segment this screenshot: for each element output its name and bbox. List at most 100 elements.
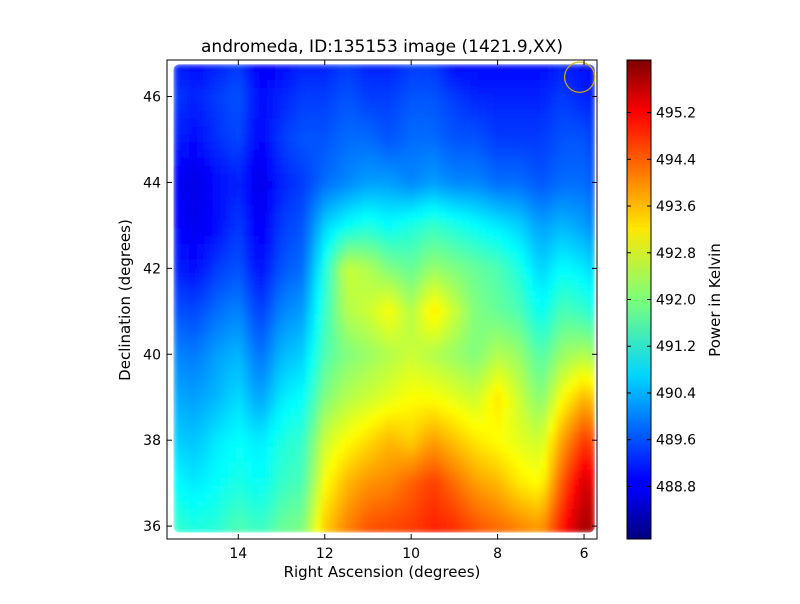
- heatmap-cell: [555, 72, 565, 81]
- heatmap-cell: [274, 477, 284, 487]
- heatmap-cell: [571, 501, 580, 510]
- heatmap-cell: [220, 118, 229, 128]
- heatmap-cell: [220, 267, 229, 276]
- heatmap-cell: [509, 142, 518, 151]
- heatmap-cell: [173, 290, 182, 300]
- heatmap-cell: [532, 298, 541, 307]
- heatmap-cell: [509, 407, 518, 417]
- heatmap-cell: [282, 196, 292, 206]
- heatmap-cell: [298, 431, 307, 440]
- heatmap-cell: [337, 150, 346, 159]
- heatmap-cell: [204, 384, 214, 393]
- heatmap-cell: [493, 134, 502, 143]
- heatmap-cell: [267, 150, 276, 159]
- heatmap-cell: [212, 462, 221, 471]
- heatmap-cell: [189, 79, 198, 89]
- heatmap-cell: [540, 337, 549, 346]
- heatmap-cell: [274, 228, 284, 237]
- heatmap-cell: [579, 384, 588, 393]
- heatmap-cell: [196, 306, 206, 315]
- heatmap-cell: [509, 173, 518, 182]
- heatmap-cell: [282, 524, 292, 533]
- heatmap-cell: [485, 220, 494, 229]
- heatmap-cell: [352, 524, 362, 533]
- heatmap-cell: [337, 392, 346, 401]
- heatmap-cell: [376, 493, 385, 502]
- plot-frame: [166, 59, 598, 540]
- heatmap-cell: [298, 243, 307, 253]
- heatmap-cell: [563, 165, 573, 175]
- heatmap-cell: [407, 165, 416, 175]
- heatmap-cell: [212, 103, 221, 112]
- heatmap-cell: [438, 454, 448, 463]
- heatmap-cell: [204, 470, 214, 479]
- heatmap-cell: [189, 259, 198, 268]
- heatmap-cell: [438, 368, 448, 378]
- heatmap-cell: [212, 314, 221, 323]
- heatmap-cell: [189, 423, 198, 432]
- heatmap-cell: [571, 150, 580, 159]
- heatmap-cell: [235, 392, 245, 401]
- heatmap-cell: [243, 150, 253, 159]
- heatmap-cell: [509, 251, 518, 260]
- heatmap-cell: [189, 516, 198, 526]
- heatmap-cell: [259, 415, 268, 424]
- heatmap-cell: [532, 392, 541, 401]
- heatmap-cell: [352, 485, 362, 495]
- heatmap-cell: [384, 181, 393, 190]
- heatmap-cell: [360, 220, 370, 229]
- heatmap-cell: [563, 524, 573, 533]
- heatmap-cell: [509, 134, 518, 143]
- heatmap-cell: [321, 360, 331, 370]
- heatmap-cell: [454, 95, 463, 104]
- heatmap-cell: [446, 290, 455, 300]
- heatmap-cell: [587, 243, 595, 253]
- heatmap-cell: [189, 314, 198, 323]
- heatmap-cell: [259, 134, 268, 143]
- heatmap-cell: [446, 196, 455, 206]
- heatmap-cell: [267, 259, 276, 268]
- heatmap-cell: [345, 493, 354, 502]
- heatmap-cell: [516, 173, 526, 182]
- heatmap-cell: [407, 173, 416, 182]
- heatmap-cell: [446, 446, 455, 456]
- heatmap-cell: [376, 157, 385, 167]
- heatmap-cell: [587, 485, 595, 495]
- heatmap-cell: [267, 423, 276, 432]
- heatmap-cell: [493, 126, 502, 136]
- heatmap-cell: [579, 142, 588, 151]
- heatmap-cell: [384, 368, 393, 378]
- heatmap-cell: [360, 423, 370, 432]
- heatmap-cell: [563, 438, 573, 448]
- heatmap-cell: [493, 275, 502, 284]
- heatmap-cell: [368, 251, 377, 260]
- heatmap-cell: [563, 220, 573, 229]
- heatmap-cell: [337, 196, 346, 206]
- heatmap-cell: [477, 157, 487, 167]
- heatmap-cell: [477, 306, 487, 315]
- heatmap-cell: [282, 111, 292, 120]
- heatmap-cell: [196, 314, 206, 323]
- heatmap-cell: [579, 196, 588, 206]
- heatmap-cell: [259, 485, 268, 495]
- heatmap-cell: [384, 431, 393, 440]
- heatmap-cell: [384, 321, 393, 331]
- heatmap-cell: [376, 345, 385, 354]
- heatmap-cell: [181, 337, 190, 346]
- heatmap-cell: [438, 407, 448, 417]
- heatmap-cell: [243, 509, 253, 518]
- heatmap-cell: [173, 298, 182, 307]
- heatmap-cell: [391, 95, 401, 104]
- heatmap-cell: [555, 516, 565, 526]
- heatmap-cell: [298, 235, 307, 245]
- heatmap-cell: [571, 407, 580, 417]
- heatmap-cell: [563, 181, 573, 190]
- heatmap-cell: [430, 150, 440, 159]
- heatmap-cell: [548, 485, 557, 495]
- heatmap-cell: [399, 157, 409, 167]
- heatmap-cell: [532, 189, 541, 198]
- heatmap-cell: [509, 516, 518, 526]
- heatmap-cell: [313, 290, 323, 300]
- heatmap-cell: [430, 103, 440, 112]
- heatmap-cell: [212, 446, 221, 456]
